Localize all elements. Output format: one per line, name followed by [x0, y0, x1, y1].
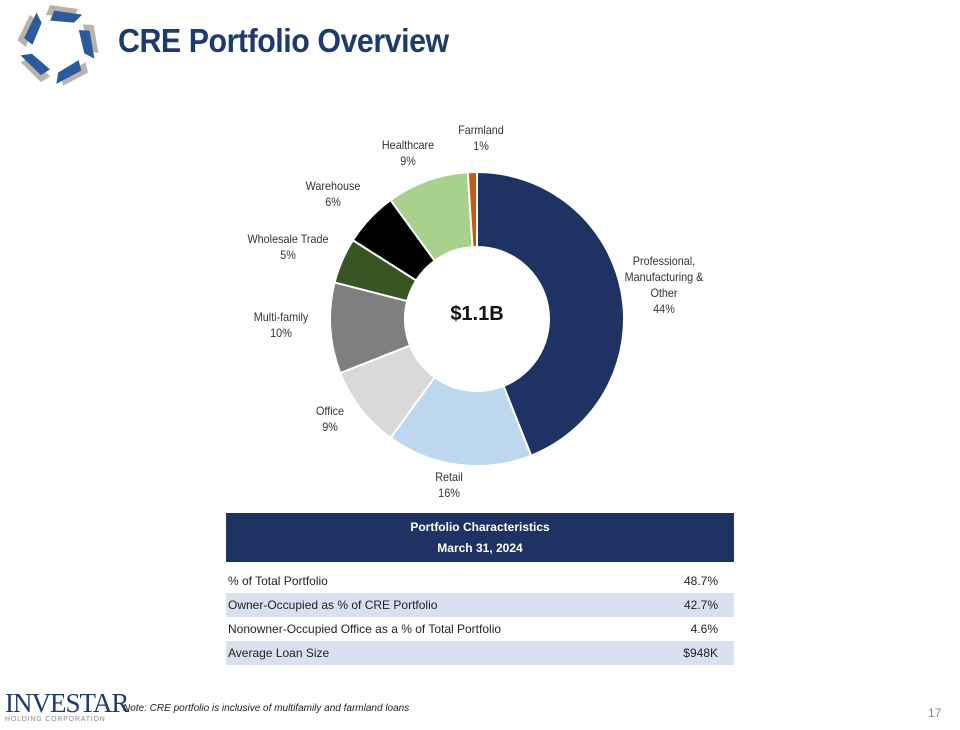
row-value: $948K: [683, 646, 718, 660]
row-label: Average Loan Size: [228, 646, 330, 660]
row-value: 4.6%: [690, 622, 718, 636]
label-name: Multi-family: [253, 310, 309, 324]
label-name: Warehouse: [305, 179, 361, 193]
row-value: 48.7%: [683, 574, 718, 588]
logo-arm: [78, 30, 95, 59]
label-name: Farmland: [458, 123, 504, 137]
table-date: March 31, 2024: [437, 541, 523, 556]
label-pct: 16%: [438, 486, 460, 500]
label-pct: 9%: [400, 154, 416, 168]
page-title: CRE Portfolio Overview: [118, 22, 449, 59]
label-multifamily: Multi-family 10%: [254, 309, 309, 341]
label-name: Professional,: [632, 254, 696, 268]
logo-arm: [20, 53, 50, 76]
label-name: Other: [650, 286, 678, 300]
table-row: % of Total Portfolio 48.7%: [226, 569, 734, 593]
company-logo-icon: [17, 5, 99, 86]
logo-arm: [56, 60, 82, 84]
row-label: Nonowner-Occupied Office as a % of Total…: [228, 622, 502, 636]
footer-logo: INVESTAR HOLDING CORPORATION: [5, 688, 129, 724]
table-row: Average Loan Size $948K: [226, 641, 734, 665]
logo-arm: [50, 10, 83, 23]
logo-arm: [20, 58, 51, 83]
label-pct: 44%: [653, 302, 675, 316]
label-pct: 9%: [322, 420, 338, 434]
label-pct: 5%: [280, 248, 296, 262]
label-professional: Professional, Manufacturing & Other 44%: [625, 253, 704, 317]
label-healthcare: Healthcare 9%: [382, 137, 434, 169]
label-office: Office 9%: [316, 403, 344, 435]
table-header: Portfolio Characteristics March 31, 2024: [226, 513, 734, 562]
label-name: Office: [315, 404, 345, 418]
center-label: $1.1B: [450, 303, 504, 325]
logo-arm: [24, 12, 42, 45]
label-pct: 6%: [325, 195, 341, 209]
slice-professional-manufacturing-other: [476, 170, 625, 457]
portfolio-characteristics-table: Portfolio Characteristics March 31, 2024…: [226, 513, 734, 665]
label-name: Healthcare: [381, 138, 435, 152]
label-warehouse: Warehouse 6%: [306, 178, 361, 210]
brand-subtitle: HOLDING CORPORATION: [5, 716, 106, 723]
label-retail: Retail 16%: [435, 469, 463, 501]
label-name: Manufacturing &: [624, 270, 704, 284]
brand-name: INVESTAR: [5, 688, 129, 718]
table-title: Portfolio Characteristics: [410, 519, 550, 534]
label-wholesale: Wholesale Trade 5%: [247, 231, 328, 263]
footnote: Note: CRE portfolio is inclusive of mult…: [123, 703, 410, 714]
page-number: 17: [928, 706, 942, 720]
row-label: % of Total Portfolio: [228, 574, 328, 588]
label-pct: 1%: [473, 139, 489, 153]
table-row: Nonowner-Occupied Office as a % of Total…: [226, 617, 734, 641]
donut-chart: [329, 170, 625, 467]
label-pct: 10%: [270, 326, 292, 340]
slice-farmland: [466, 170, 478, 249]
row-label: Owner-Occupied as % of CRE Portfolio: [228, 598, 438, 612]
label-name: Retail: [435, 470, 463, 484]
table-row: Owner-Occupied as % of CRE Portfolio 42.7…: [226, 593, 734, 617]
label-farmland: Farmland 1%: [458, 122, 504, 154]
row-value: 42.7%: [683, 598, 718, 612]
label-name: Wholesale Trade: [247, 232, 329, 246]
